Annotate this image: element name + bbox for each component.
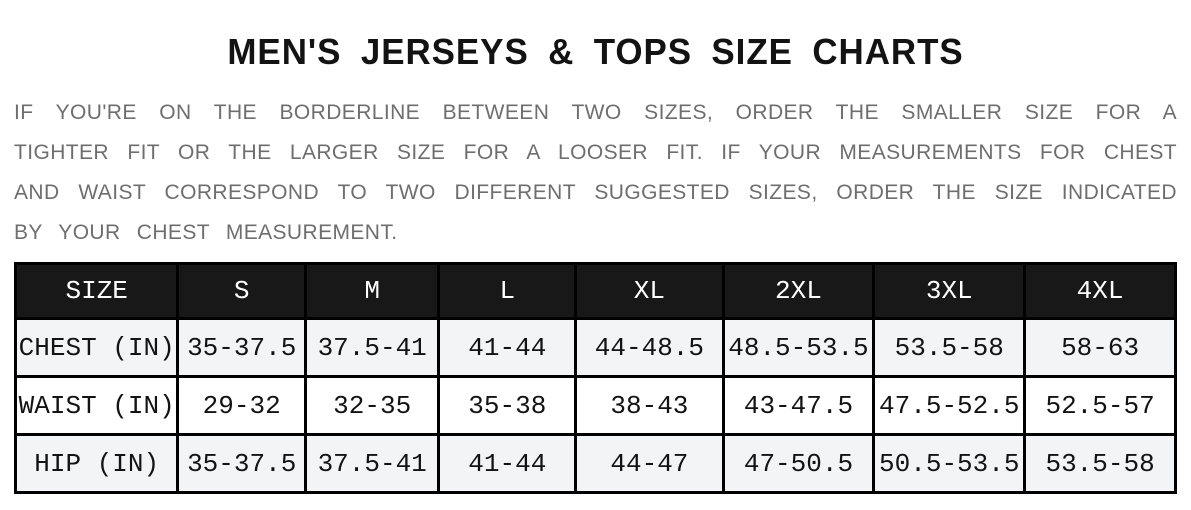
size-cell: 47.5-52.5 (872, 375, 1027, 436)
size-cell: 43-47.5 (721, 375, 876, 436)
size-cell: 35-38 (437, 375, 578, 436)
size-cell: 44-47 (574, 433, 725, 494)
size-cell: 50.5-53.5 (872, 433, 1027, 494)
column-header-3xl: 3XL (872, 262, 1027, 320)
intro-line: BY YOUR CHEST MEASUREMENT. (14, 221, 398, 244)
size-cell: 41-44 (437, 433, 578, 494)
row-label-hip: HIP (IN) (13, 433, 180, 494)
size-cell: 52.5-57 (1023, 375, 1177, 436)
size-cell: 53.5-58 (872, 317, 1027, 378)
column-header-size: SIZE (13, 262, 180, 320)
size-chart-table: SIZE S M L XL 2XL 3XL 4XL CHEST (IN) 35-… (13, 262, 1177, 494)
intro-line: IF YOU'RE ON THE BORDERLINE BETWEEN TWO … (14, 101, 1177, 124)
column-header-l: L (437, 262, 578, 320)
size-cell: 58-63 (1023, 317, 1177, 378)
table-row-waist: WAIST (IN) 29-32 32-35 35-38 38-43 43-47… (13, 375, 1177, 436)
column-header-s: S (176, 262, 307, 320)
size-cell: 37.5-41 (303, 433, 441, 494)
size-cell: 44-48.5 (574, 317, 725, 378)
page-title: MEN'S JERSEYS & TOPS SIZE CHARTS (227, 31, 964, 72)
intro-paragraph: IF YOU'RE ON THE BORDERLINE BETWEEN TWO … (14, 93, 1177, 253)
size-cell: 53.5-58 (1023, 433, 1177, 494)
size-cell: 38-43 (574, 375, 725, 436)
intro-line: TIGHTER FIT OR THE LARGER SIZE FOR A LOO… (14, 141, 1177, 164)
header-row: SIZE S M L XL 2XL 3XL 4XL (13, 262, 1177, 320)
intro-line: AND WAIST CORRESPOND TO TWO DIFFERENT SU… (14, 181, 1177, 204)
size-cell: 35-37.5 (176, 317, 307, 378)
size-cell: 35-37.5 (176, 433, 307, 494)
size-cell: 37.5-41 (303, 317, 441, 378)
column-header-4xl: 4XL (1023, 262, 1177, 320)
size-cell: 32-35 (303, 375, 441, 436)
column-header-m: M (303, 262, 441, 320)
size-cell: 47-50.5 (721, 433, 876, 494)
size-cell: 29-32 (176, 375, 307, 436)
table-row-hip: HIP (IN) 35-37.5 37.5-41 41-44 44-47 47-… (13, 433, 1177, 494)
row-label-chest: CHEST (IN) (13, 317, 180, 378)
row-label-waist: WAIST (IN) (13, 375, 180, 436)
size-cell: 48.5-53.5 (721, 317, 876, 378)
column-header-2xl: 2XL (721, 262, 876, 320)
size-cell: 41-44 (437, 317, 578, 378)
column-header-xl: XL (574, 262, 725, 320)
table-row-chest: CHEST (IN) 35-37.5 37.5-41 41-44 44-48.5… (13, 317, 1177, 378)
